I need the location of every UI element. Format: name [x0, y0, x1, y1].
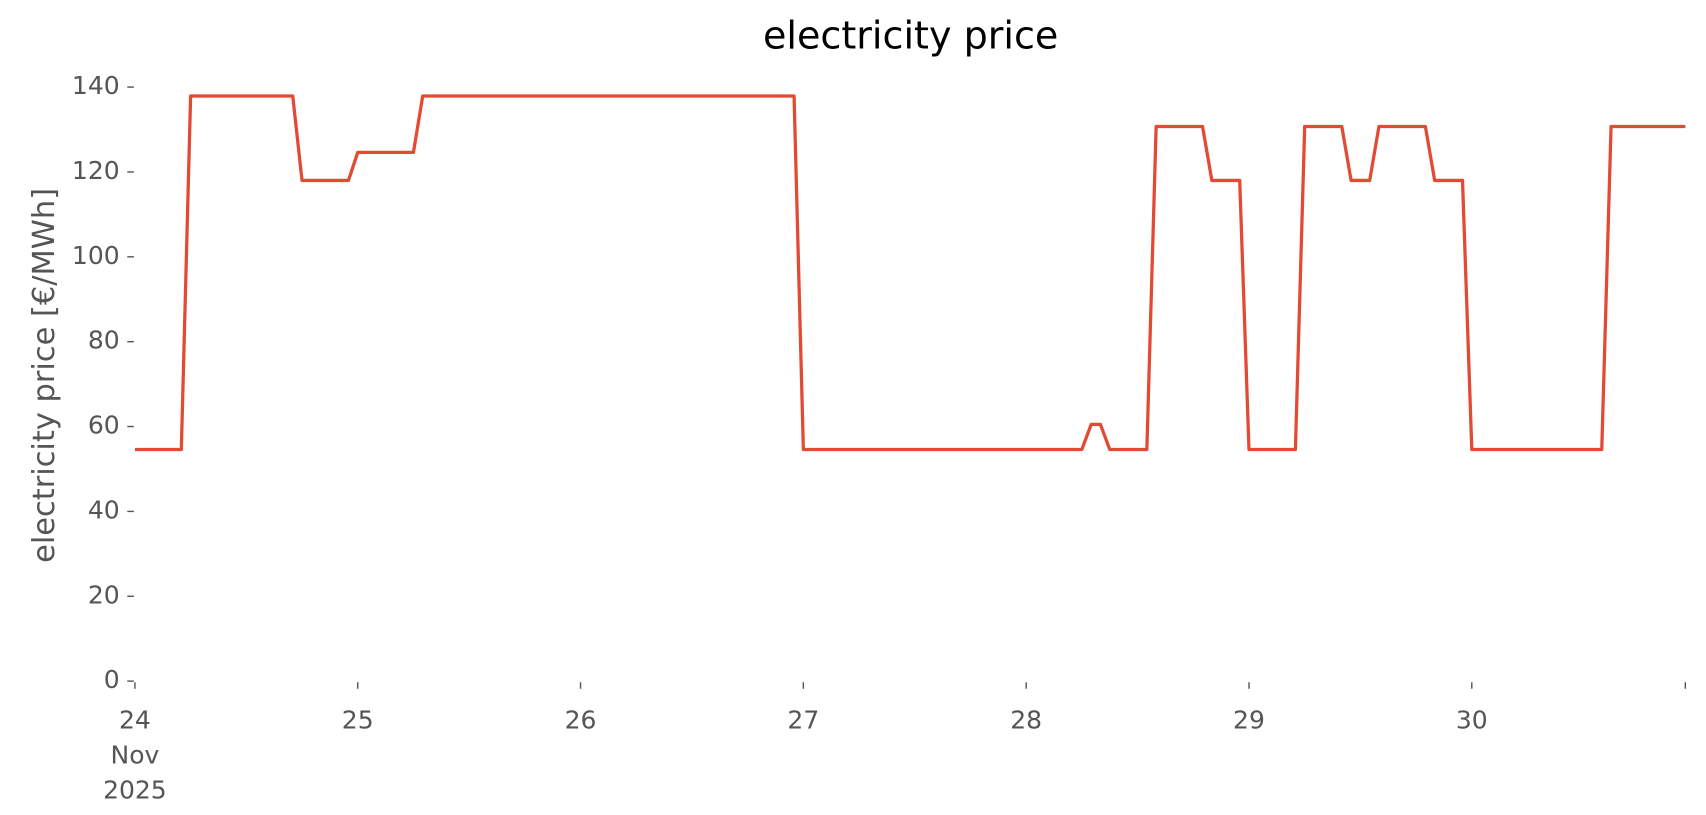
x-tick-label: 30: [1456, 705, 1488, 734]
x-tick-label: 25: [342, 705, 374, 734]
y-tick-label: 80: [88, 326, 120, 355]
x-tick-label: 28: [1010, 705, 1042, 734]
x-tick-label: 24 Nov 2025: [103, 705, 167, 804]
y-tick-label: 20: [88, 580, 120, 609]
y-axis-label: electricity price [€/MWh]: [27, 188, 62, 563]
chart-title: electricity price: [763, 14, 1058, 58]
y-tick-label: 40: [88, 495, 120, 524]
y-tick-label: 60: [88, 411, 120, 440]
y-tick-label: 100: [72, 241, 120, 270]
price-line: [134, 94, 1686, 452]
x-tick-label: 27: [787, 705, 819, 734]
x-tick-label: 26: [565, 705, 597, 734]
y-tick-label: 140: [72, 71, 120, 100]
y-tick-label: 120: [72, 156, 120, 185]
y-tick-label: 0: [104, 665, 120, 694]
x-tick-label: 29: [1233, 705, 1265, 734]
